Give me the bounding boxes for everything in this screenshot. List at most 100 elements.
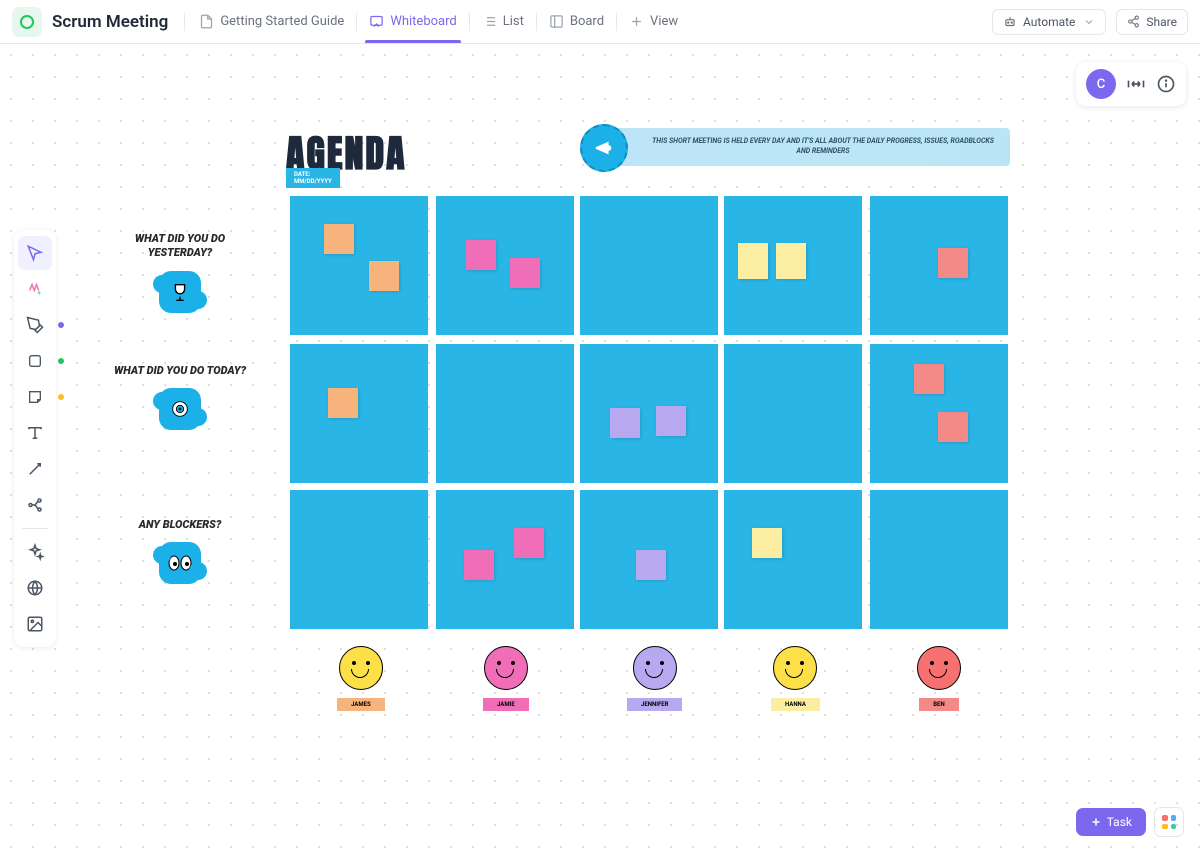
tool-pen[interactable]: [18, 308, 52, 342]
tab-label: Board: [570, 14, 604, 29]
plus-icon: [629, 14, 644, 29]
sticky-note[interactable]: [914, 364, 944, 394]
smiley-icon: [633, 646, 677, 690]
automate-label: Automate: [1023, 15, 1075, 29]
tool-connector[interactable]: [18, 452, 52, 486]
tool-ai-shapes[interactable]: +: [18, 272, 52, 306]
share-icon: [1127, 15, 1140, 28]
globe-icon: [26, 579, 44, 597]
person: HANNA: [771, 646, 820, 711]
sticky-note[interactable]: [514, 528, 544, 558]
sticky-note[interactable]: [464, 550, 494, 580]
banner: THIS SHORT MEETING IS HELD EVERY DAY AND…: [590, 128, 1010, 166]
avatar[interactable]: C: [1086, 69, 1116, 99]
tab-add-view[interactable]: View: [617, 0, 690, 43]
row-label-blockers: ANY BLOCKERS?: [110, 518, 250, 584]
sticky-note[interactable]: [656, 406, 686, 436]
row-label-yesterday: WHAT DID YOU DO YESTERDAY?: [110, 232, 250, 313]
smiley-icon: [484, 646, 528, 690]
sticky-note[interactable]: [738, 243, 768, 279]
sticky-note[interactable]: [776, 243, 806, 279]
eyes-icon: [159, 542, 201, 584]
magic-icon: [26, 543, 44, 561]
grid-cell[interactable]: [290, 490, 428, 629]
robot-icon: [1003, 15, 1017, 29]
tool-image[interactable]: [18, 607, 52, 641]
sticky-note[interactable]: [328, 388, 358, 418]
new-task-button[interactable]: Task: [1076, 808, 1146, 836]
person-name: BEN: [919, 698, 958, 711]
chevron-down-icon: [1083, 16, 1095, 28]
grid-cell[interactable]: [290, 344, 428, 483]
banner-text: THIS SHORT MEETING IS HELD EVERY DAY AND…: [648, 137, 998, 157]
tab-label: List: [503, 14, 524, 29]
target-icon: [159, 388, 201, 430]
megaphone-icon: [580, 124, 628, 172]
grid-cell[interactable]: [580, 344, 718, 483]
share-button[interactable]: Share: [1116, 9, 1188, 35]
date-tag: DATE: MM/DD/YYYY: [286, 168, 340, 188]
person: JAMES: [337, 646, 385, 711]
tab-label: View: [650, 14, 678, 29]
automate-button[interactable]: Automate: [992, 9, 1106, 35]
person-name: JENNIFER: [627, 698, 682, 711]
tool-mindmap[interactable]: [18, 488, 52, 522]
fit-width-icon[interactable]: [1126, 74, 1146, 94]
grid-cell[interactable]: [724, 344, 862, 483]
grid-cell[interactable]: [290, 196, 428, 335]
task-label: Task: [1107, 815, 1132, 829]
sticky-note[interactable]: [369, 261, 399, 291]
text-icon: [26, 424, 44, 442]
workspace-logo[interactable]: [12, 7, 42, 37]
person-name: HANNA: [771, 698, 820, 711]
person: JAMIE: [483, 646, 529, 711]
sticky-note[interactable]: [636, 550, 666, 580]
person: BEN: [917, 646, 961, 711]
tool-cursor[interactable]: [18, 236, 52, 270]
grid-cell[interactable]: [436, 344, 574, 483]
canvas-controls: C: [1076, 62, 1186, 106]
row-label-today: WHAT DID YOU DO TODAY?: [110, 364, 250, 430]
tool-web[interactable]: [18, 571, 52, 605]
grid-cell[interactable]: [870, 490, 1008, 629]
sticky-note[interactable]: [466, 240, 496, 270]
tool-text[interactable]: [18, 416, 52, 450]
bottom-actions: Task: [1076, 807, 1184, 837]
person-name: JAMES: [337, 698, 385, 711]
tab-label: Whiteboard: [390, 14, 456, 29]
sticky-note[interactable]: [938, 248, 968, 278]
sticky-note[interactable]: [752, 528, 782, 558]
grid-cell[interactable]: [724, 490, 862, 629]
sticky-note[interactable]: [610, 408, 640, 438]
sticky-note[interactable]: [938, 412, 968, 442]
whiteboard-canvas[interactable]: +: [0, 44, 1200, 853]
sticky-note[interactable]: [510, 258, 540, 288]
tool-ai-magic[interactable]: [18, 535, 52, 569]
plus-icon: [1090, 816, 1102, 828]
tool-sticky[interactable]: [18, 380, 52, 414]
whiteboard-icon: [369, 14, 384, 29]
tool-shape[interactable]: [18, 344, 52, 378]
view-tabs: Getting Started Guide Whiteboard List Bo…: [187, 0, 690, 43]
grid-cell[interactable]: [436, 490, 574, 629]
tab-whiteboard[interactable]: Whiteboard: [357, 0, 468, 43]
shape-icon: [27, 353, 43, 369]
trophy-icon: [159, 271, 201, 313]
tab-list[interactable]: List: [470, 0, 536, 43]
doc-icon: [199, 14, 214, 29]
board-icon: [549, 14, 564, 29]
cursor-icon: [26, 244, 44, 262]
image-icon: [26, 615, 44, 633]
tab-getting-started[interactable]: Getting Started Guide: [187, 0, 356, 43]
share-label: Share: [1146, 15, 1177, 29]
grid-cell[interactable]: [436, 196, 574, 335]
tab-label: Getting Started Guide: [220, 14, 344, 29]
left-toolbar: +: [14, 230, 56, 647]
svg-text:+: +: [37, 289, 41, 297]
info-icon[interactable]: [1156, 74, 1176, 94]
sticky-icon: [27, 389, 43, 405]
sticky-note[interactable]: [324, 224, 354, 254]
tab-board[interactable]: Board: [537, 0, 616, 43]
apps-button[interactable]: [1154, 807, 1184, 837]
grid-cell[interactable]: [580, 196, 718, 335]
